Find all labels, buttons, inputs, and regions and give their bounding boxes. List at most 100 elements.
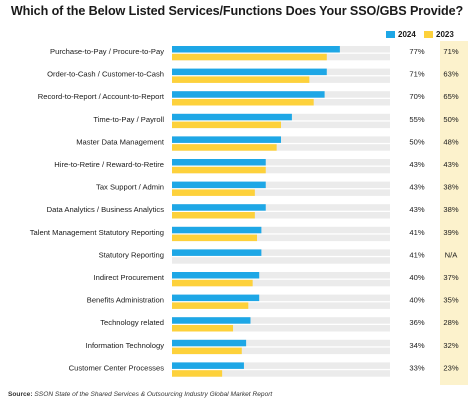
bar-2023 xyxy=(172,144,277,151)
legend-label-2023: 2023 xyxy=(436,30,454,39)
bar-track-2024 xyxy=(172,294,390,302)
legend-item-2024: 2024 xyxy=(386,30,416,39)
value-label-2023: 38% xyxy=(443,205,458,214)
bar-2024 xyxy=(172,317,251,324)
value-label-2023: N/A xyxy=(445,250,459,259)
bar-2024 xyxy=(172,249,262,256)
value-label-2024: 55% xyxy=(409,115,424,124)
bar-2023 xyxy=(172,370,223,377)
bar-track-2024 xyxy=(172,317,390,324)
value-label-2023: 63% xyxy=(443,70,458,79)
value-label-2024: 33% xyxy=(409,363,424,372)
bar-2024 xyxy=(172,91,325,98)
value-label-2024: 43% xyxy=(409,205,424,214)
bar-2024 xyxy=(172,339,247,347)
source-label: Source: xyxy=(8,391,33,398)
value-label-2024: 36% xyxy=(409,318,424,327)
category-label: Master Data Management xyxy=(76,137,165,146)
value-label-2023: 43% xyxy=(443,160,458,169)
category-label: Hire-to-Retire / Reward-to-Retire xyxy=(54,160,164,169)
bar-track-2023 xyxy=(172,189,390,196)
value-label-2023: 28% xyxy=(443,318,458,327)
bar-2023 xyxy=(172,166,266,174)
bar-2024 xyxy=(172,159,266,166)
bar-2023 xyxy=(172,189,255,196)
category-label: Benefits Administration xyxy=(87,296,164,305)
bar-track-2024 xyxy=(172,249,390,256)
bar-2023 xyxy=(172,76,310,83)
value-label-2024: 41% xyxy=(409,250,424,259)
category-label: Record-to-Report / Account-to-Report xyxy=(38,92,165,101)
category-label: Data Analytics / Business Analytics xyxy=(47,205,165,214)
bar-track-2024 xyxy=(172,204,390,211)
bar-2024 xyxy=(172,46,340,53)
value-label-2024: 34% xyxy=(409,341,424,350)
value-label-2023: 71% xyxy=(443,47,458,56)
bar-2024 xyxy=(172,362,244,369)
value-label-2024: 43% xyxy=(409,183,424,192)
value-label-2023: 23% xyxy=(443,363,458,372)
bar-track-2024 xyxy=(172,339,390,347)
value-label-2023: 37% xyxy=(443,273,458,282)
value-label-2023: 38% xyxy=(443,183,458,192)
bar-2023 xyxy=(172,279,253,287)
bar-track-2023 xyxy=(172,234,390,242)
bar-2024 xyxy=(172,294,260,302)
value-label-2023: 35% xyxy=(443,296,458,305)
value-label-2024: 40% xyxy=(409,296,424,305)
bar-track-2023 xyxy=(172,347,390,355)
bar-2023 xyxy=(172,121,281,129)
value-label-2023: 32% xyxy=(443,341,458,350)
legend-item-2023: 2023 xyxy=(424,30,454,39)
bar-2024 xyxy=(172,204,266,211)
value-label-2023: 65% xyxy=(443,92,458,101)
bar-2023 xyxy=(172,53,327,61)
bar-2024 xyxy=(172,113,292,121)
legend: 2024 2023 xyxy=(386,30,460,39)
bar-2024 xyxy=(172,272,260,279)
bar-2024 xyxy=(172,68,327,76)
bar-2024 xyxy=(172,136,281,143)
bar-track-2023 xyxy=(172,166,390,174)
category-label: Customer Center Processes xyxy=(69,363,165,372)
chart-title: Which of the Below Listed Services/Funct… xyxy=(10,4,464,18)
value-label-2024: 50% xyxy=(409,137,424,146)
bar-2023 xyxy=(172,347,242,355)
source-note: Source: SSON State of the Shared Service… xyxy=(8,391,272,398)
bar-track-2024 xyxy=(172,159,390,166)
bar-track-2024 xyxy=(172,272,390,279)
bar-track-2024 xyxy=(172,362,390,369)
bar-track-2024 xyxy=(172,181,390,189)
category-label: Indirect Procurement xyxy=(94,273,165,282)
value-label-2023: 39% xyxy=(443,228,458,237)
value-label-2024: 41% xyxy=(409,228,424,237)
legend-swatch-2024 xyxy=(386,31,395,38)
value-label-2023: 50% xyxy=(443,115,458,124)
category-label: Information Technology xyxy=(86,341,165,350)
bar-track-2023 xyxy=(172,212,390,219)
bar-2023 xyxy=(172,302,249,309)
bar-track-2023 xyxy=(172,325,390,332)
bar-2024 xyxy=(172,181,266,189)
legend-label-2024: 2024 xyxy=(398,30,416,39)
value-label-2024: 77% xyxy=(409,47,424,56)
category-label: Technology related xyxy=(100,318,164,327)
category-label: Statutory Reporting xyxy=(99,250,164,259)
category-label: Purchase-to-Pay / Procure-to-Pay xyxy=(50,47,164,56)
value-label-2024: 71% xyxy=(409,70,424,79)
bar-2023 xyxy=(172,99,314,106)
legend-swatch-2023 xyxy=(424,31,434,38)
bar-track-2024 xyxy=(172,226,390,234)
value-label-2023: 48% xyxy=(443,137,458,146)
category-label: Time-to-Pay / Payroll xyxy=(93,115,164,124)
value-label-2024: 40% xyxy=(409,273,424,282)
value-label-2024: 70% xyxy=(409,92,424,101)
bar-2023 xyxy=(172,234,258,242)
source-text: SSON State of the Shared Services & Outs… xyxy=(34,391,273,398)
bar-2023 xyxy=(172,325,234,332)
category-label: Order-to-Cash / Customer-to-Cash xyxy=(47,70,164,79)
category-label: Tax Support / Admin xyxy=(96,183,164,192)
category-label: Talent Management Statutory Reporting xyxy=(30,228,164,237)
bar-track-2023 xyxy=(172,144,390,151)
